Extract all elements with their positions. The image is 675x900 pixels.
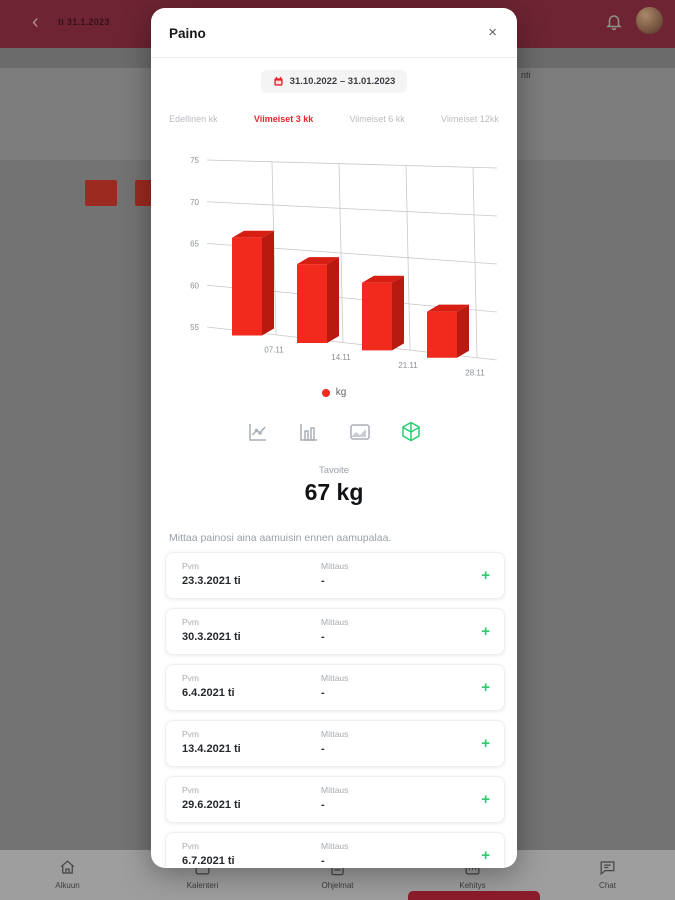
- measurement-row[interactable]: Pvm 6.4.2021 ti Mittaus - +: [165, 664, 505, 711]
- svg-text:75: 75: [190, 156, 199, 165]
- legend-dot: [321, 388, 330, 397]
- add-measurement-button[interactable]: +: [481, 679, 490, 696]
- active-tab-indicator: [408, 891, 540, 900]
- date-range-text: 31.10.2022 – 31.01.2023: [289, 76, 396, 87]
- period-tabs: Edellinen kk Viimeiset 3 kk Viimeiset 6 …: [151, 110, 517, 128]
- area-chart-icon[interactable]: [348, 420, 372, 444]
- svg-text:55: 55: [190, 323, 199, 332]
- add-measurement-button[interactable]: +: [481, 735, 490, 752]
- chat-icon: [600, 861, 615, 876]
- nav-label: Chat: [599, 881, 616, 890]
- divider: [151, 57, 517, 58]
- weight-3d-bar-chart[interactable]: 75 70 65 60 55 07.11 14.11 21.11 28.11: [159, 143, 509, 393]
- add-measurement-button[interactable]: +: [481, 791, 490, 808]
- measurement-row[interactable]: Pvm 23.3.2021 ti Mittaus - +: [165, 552, 505, 599]
- chart-legend[interactable]: kg: [151, 387, 517, 398]
- topbar-date[interactable]: ti 31.1.2023: [58, 17, 110, 27]
- entry-date: 6.4.2021 ti: [182, 687, 235, 699]
- tab-last-3-months[interactable]: Viimeiset 3 kk: [253, 114, 314, 124]
- entry-date: 13.4.2021 ti: [182, 743, 241, 755]
- add-measurement-button[interactable]: +: [481, 847, 490, 864]
- legend-label: kg: [335, 387, 347, 398]
- backdrop-partial-text: nti: [521, 70, 531, 80]
- entry-date: 30.3.2021 ti: [182, 631, 241, 643]
- nav-label: Kalenteri: [186, 881, 219, 890]
- nav-item-home[interactable]: Alkuun: [23, 858, 113, 890]
- svg-text:60: 60: [190, 281, 199, 290]
- entry-measure: -: [321, 631, 325, 643]
- entry-date: 6.7.2021 ti: [182, 855, 235, 867]
- tab-previous-month[interactable]: Edellinen kk: [169, 114, 218, 124]
- entry-date: 29.6.2021 ti: [182, 799, 241, 811]
- measurement-list: Pvm 23.3.2021 ti Mittaus - + Pvm 30.3.20…: [165, 552, 505, 868]
- measurement-row[interactable]: Pvm 6.7.2021 ti Mittaus - +: [165, 832, 505, 868]
- cube-3d-icon[interactable]: [399, 420, 423, 444]
- add-measurement-button[interactable]: +: [481, 567, 490, 584]
- instruction-text: Mittaa painosi aina aamuisin ennen aamup…: [169, 532, 392, 544]
- measurement-row[interactable]: Pvm 13.4.2021 ti Mittaus - +: [165, 720, 505, 767]
- tab-last-12-months[interactable]: Viimeiset 12kk: [441, 114, 499, 124]
- nav-label: Ohjelmat: [321, 881, 354, 890]
- date-range-chip[interactable]: 31.10.2022 – 31.01.2023: [260, 70, 408, 93]
- back-icon[interactable]: ‹: [32, 11, 39, 33]
- line-chart-icon[interactable]: [246, 420, 270, 444]
- entry-measure: -: [321, 855, 325, 867]
- tab-last-6-months[interactable]: Viimeiset 6 kk: [349, 114, 405, 124]
- entry-date: 23.3.2021 ti: [182, 575, 241, 587]
- measurement-row[interactable]: Pvm 30.3.2021 ti Mittaus - +: [165, 608, 505, 655]
- chart-canvas: 75 70 65 60 55 07.11 14.11 21.11 28.11: [190, 156, 498, 377]
- chart-type-switcher: [151, 420, 517, 444]
- svg-text:28.11: 28.11: [465, 368, 485, 377]
- add-measurement-button[interactable]: +: [481, 623, 490, 640]
- entry-measure: -: [321, 687, 325, 699]
- goal-label: Tavoite: [318, 465, 350, 476]
- close-icon[interactable]: ×: [488, 24, 497, 41]
- home-icon: [60, 860, 75, 874]
- measurement-row[interactable]: Pvm 29.6.2021 ti Mittaus - +: [165, 776, 505, 823]
- svg-text:65: 65: [190, 240, 199, 249]
- goal-value: 67 kg: [304, 479, 364, 505]
- user-avatar[interactable]: [636, 7, 663, 34]
- svg-text:21.11: 21.11: [398, 361, 418, 370]
- nav-label: Alkuun: [55, 881, 80, 890]
- modal-title: Paino: [169, 26, 206, 41]
- svg-text:14.11: 14.11: [331, 353, 351, 362]
- entry-measure: -: [321, 743, 325, 755]
- entry-measure: -: [321, 799, 325, 811]
- entry-measure: -: [321, 575, 325, 587]
- svg-text:70: 70: [190, 198, 199, 207]
- weight-modal: Paino × 31.10.2022 – 31.01.2023 Edelline…: [151, 8, 517, 868]
- calendar-icon: [274, 76, 283, 86]
- nav-label: Kehitys: [459, 881, 486, 890]
- svg-text:07.11: 07.11: [264, 346, 284, 355]
- backdrop-red-tile: [85, 180, 117, 206]
- nav-item-chat[interactable]: Chat: [563, 858, 653, 890]
- bar-chart-icon[interactable]: [297, 420, 321, 444]
- bell-icon[interactable]: [605, 13, 623, 31]
